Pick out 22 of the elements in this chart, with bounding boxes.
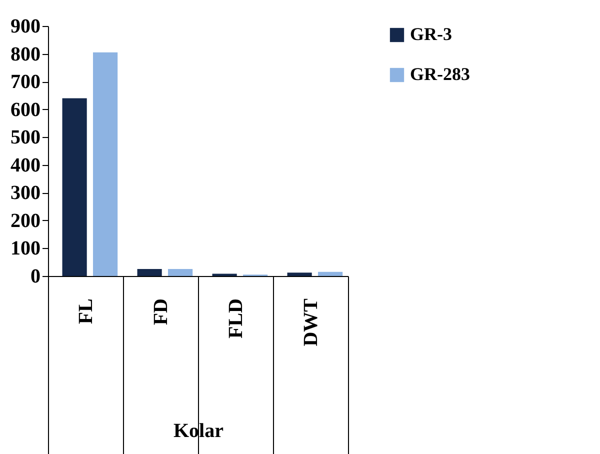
bar [137, 269, 162, 276]
y-tick-label: 400 [10, 154, 40, 176]
x-tick-label: FLD [225, 298, 247, 338]
y-tick-label: 900 [10, 16, 40, 38]
bar [62, 98, 87, 276]
x-tick-label: FL [75, 298, 97, 324]
bar [318, 272, 343, 276]
y-tick-label: 800 [10, 43, 40, 66]
y-tick-label: 300 [10, 182, 40, 204]
y-tick-label: 500 [10, 126, 40, 149]
bar [287, 272, 312, 276]
y-tick-label: 700 [10, 71, 40, 94]
y-tick-label: 600 [10, 98, 40, 121]
y-tick-label: 200 [10, 210, 40, 232]
y-tick-label: 100 [10, 238, 40, 260]
bar [168, 269, 193, 276]
legend-label: GR-283 [410, 64, 470, 84]
x-tick-label: FD [150, 298, 172, 326]
y-tick-label: 0 [30, 266, 40, 288]
x-tick-label: DWT [300, 298, 322, 346]
legend-label: GR-3 [410, 24, 452, 44]
bar [93, 52, 118, 276]
